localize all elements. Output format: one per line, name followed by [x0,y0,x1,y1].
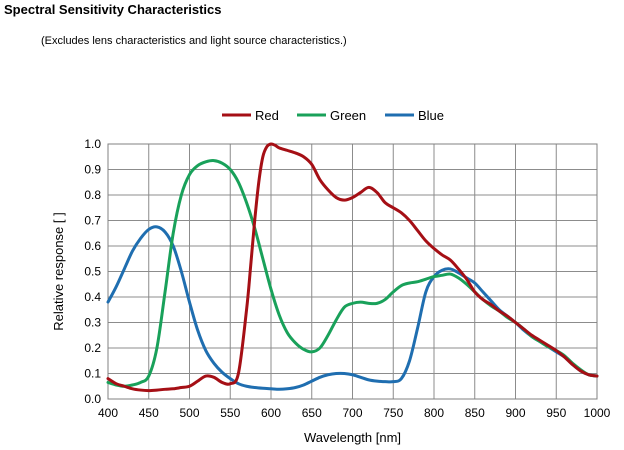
legend-label: Blue [418,108,444,123]
legend-item-green: Green [297,108,366,123]
x-tick-label: 1000 [584,406,611,420]
legend: Red Green Blue [222,108,444,123]
legend-item-red: Red [222,108,279,123]
y-axis-title: Relative response [ ] [51,212,66,331]
x-tick-label: 800 [424,406,444,420]
x-axis-title: Wavelength [nm] [304,430,401,445]
y-tick-label: 0.7 [84,214,101,228]
x-tick-label: 950 [546,406,566,420]
x-tick-label: 900 [505,406,525,420]
x-tick-label: 650 [302,406,322,420]
page-title: Spectral Sensitivity Characteristics [4,2,222,17]
legend-label: Red [255,108,279,123]
y-tick-label: 0.8 [84,188,101,202]
series-line-red [106,142,599,393]
legend-item-blue: Blue [385,108,444,123]
y-tick-label: 0.4 [84,290,101,304]
grid-lines [107,143,598,400]
x-tick-label: 750 [383,406,403,420]
x-tick-label: 700 [342,406,362,420]
x-axis-ticks: 400 450 500 550 600 650 700 750 800 850 900 950 1000 [98,406,611,420]
y-tick-label: 0.6 [84,239,101,253]
y-tick-label: 0.5 [84,265,101,279]
x-tick-label: 550 [220,406,240,420]
x-tick-label: 400 [98,406,118,420]
x-tick-label: 500 [179,406,199,420]
plot-area [107,143,598,400]
x-tick-label: 600 [261,406,281,420]
y-tick-label: 1.0 [84,137,101,151]
series-layer [106,142,599,393]
y-axis-ticks: 0.0 0.1 0.2 0.3 0.4 0.5 0.6 0.7 0.8 0.9 1.0 [84,137,101,406]
page-subtitle: (Excludes lens characteristics and light… [41,35,347,47]
y-tick-label: 0.0 [84,392,101,406]
y-tick-label: 0.2 [84,341,101,355]
y-tick-label: 0.3 [84,316,101,330]
y-tick-label: 0.9 [84,163,101,177]
x-tick-label: 850 [465,406,485,420]
y-tick-label: 0.1 [84,367,101,381]
x-tick-label: 450 [139,406,159,420]
legend-label: Green [330,108,366,123]
